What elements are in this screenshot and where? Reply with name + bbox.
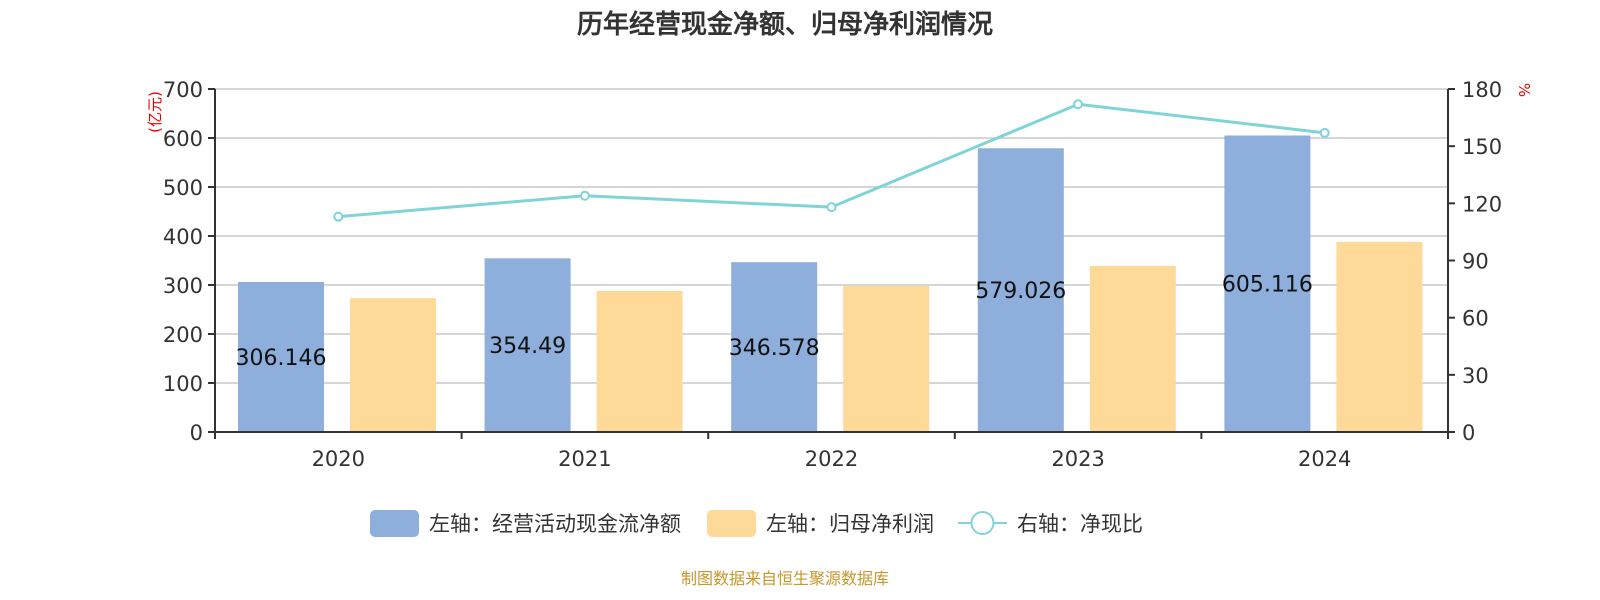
bar-data-label: 346.578 [729, 336, 820, 361]
bar-net-profit-2020 [350, 298, 436, 432]
right-tick-label: 180 [1462, 78, 1502, 102]
legend-label: 右轴：净现比 [1017, 512, 1143, 536]
bar-cash-flow-2020 [238, 281, 324, 432]
left-tick-label: 200 [163, 323, 203, 347]
line-point-2021 [579, 190, 590, 201]
bar-data-label: 579.026 [975, 279, 1066, 304]
legend-swatch [370, 510, 419, 537]
left-tick-label: 100 [163, 372, 203, 396]
line-net-cash-ratio [338, 102, 1325, 219]
bar-data-label: 306.146 [236, 346, 327, 371]
right-tick-label: 0 [1462, 421, 1475, 445]
chart-title: 历年经营现金净额、归母净利润情况 [577, 9, 993, 40]
source-note: 制图数据来自恒生聚源数据库 [681, 569, 889, 588]
bar-data-label: 605.116 [1222, 273, 1313, 298]
legend: 左轴：经营活动现金流净额 左轴：归母净利润 右轴：净现比 [370, 510, 1143, 537]
right-axis-unit: % [1515, 83, 1533, 97]
right-tick-label: 150 [1462, 135, 1502, 159]
left-tick-label: 400 [163, 225, 203, 249]
legend-item[interactable]: 左轴：经营活动现金流净额 [370, 510, 681, 537]
legend-item[interactable]: 左轴：归母净利润 [707, 510, 934, 537]
right-tick-label: 60 [1462, 307, 1489, 331]
x-tick-label: 2020 [312, 447, 365, 471]
legend-item[interactable]: 右轴：净现比 [958, 511, 1143, 536]
bar-cash-flow-2023 [977, 148, 1064, 432]
legend-marker [970, 511, 995, 535]
bar-net-profit-2024 [1336, 241, 1423, 432]
left-tick-label: 700 [163, 78, 203, 102]
x-tick-label: 2022 [805, 447, 858, 471]
left-tick-label: 300 [163, 274, 203, 298]
line-point-2022 [826, 202, 837, 213]
bar-data-label: 354.49 [489, 334, 566, 359]
x-tick-label: 2021 [558, 447, 611, 471]
bar-net-profit-2023 [1089, 265, 1176, 432]
legend-label: 左轴：归母净利润 [766, 512, 934, 536]
left-tick-label: 500 [163, 176, 203, 200]
right-tick-label: 30 [1462, 364, 1489, 388]
bar-net-profit-2021 [596, 290, 683, 432]
left-axis-unit: (亿元) [146, 91, 164, 133]
line-point-2024 [1319, 127, 1330, 138]
bar-net-profit-2022 [843, 285, 930, 432]
line-point-2023 [1073, 99, 1084, 110]
right-tick-label: 90 [1462, 250, 1489, 274]
left-tick-label: 0 [190, 421, 203, 445]
right-tick-label: 120 [1462, 192, 1502, 216]
line-point-2020 [333, 211, 344, 222]
legend-swatch [707, 510, 756, 537]
x-tick-label: 2023 [1051, 447, 1104, 471]
x-tick-label: 2024 [1298, 447, 1351, 471]
bar-cash-flow-2022 [731, 262, 818, 432]
legend-label: 左轴：经营活动现金流净额 [429, 512, 681, 536]
bar-cash-flow-2024 [1224, 135, 1311, 432]
bar-cash-flow-2021 [484, 258, 571, 432]
left-tick-label: 600 [163, 127, 203, 151]
